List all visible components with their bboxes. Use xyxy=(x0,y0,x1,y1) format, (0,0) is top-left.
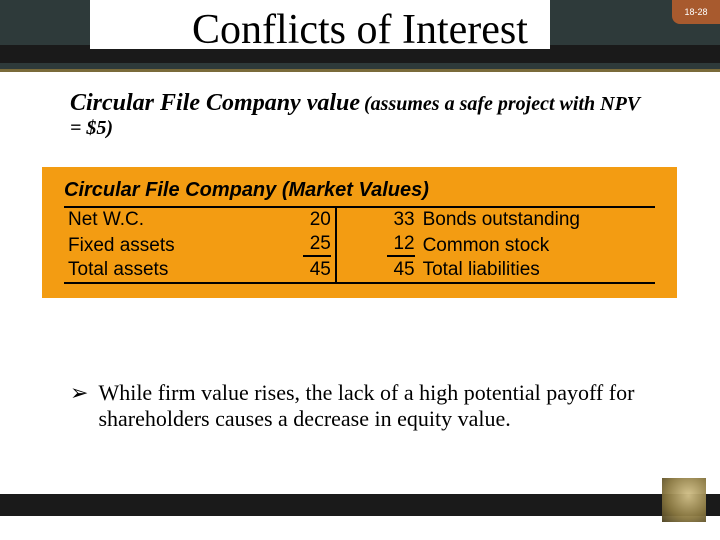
balance-sheet-table: Net W.C. 20 33 Bonds outstanding Fixed a… xyxy=(64,206,655,284)
arrow-bullet-icon: ➢ xyxy=(70,380,88,432)
page-number-badge: 18-28 xyxy=(672,0,720,24)
slide-title: Conflicts of Interest xyxy=(0,6,720,54)
cell-right-label: Total liabilities xyxy=(419,258,655,283)
cell-right-value: 45 xyxy=(336,258,419,283)
table-row: Net W.C. 20 33 Bonds outstanding xyxy=(64,207,655,232)
cell-left-label: Net W.C. xyxy=(64,207,253,232)
footer-band xyxy=(0,494,720,516)
footer-ornament-icon xyxy=(662,478,706,522)
table-heading: Circular File Company (Market Values) xyxy=(64,179,655,202)
cell-right-value: 33 xyxy=(336,207,419,232)
page-number-text: 18-28 xyxy=(684,7,707,17)
table-row: Total assets 45 45 Total liabilities xyxy=(64,258,655,283)
bullet-item: ➢ While firm value rises, the lack of a … xyxy=(70,380,660,432)
cell-left-value: 45 xyxy=(253,258,336,283)
cell-right-value: 12 xyxy=(387,233,415,257)
cell-left-value: 20 xyxy=(253,207,336,232)
table-row: Fixed assets 25 12 Common stock xyxy=(64,232,655,258)
subtitle: Circular File Company value (assumes a s… xyxy=(70,90,650,140)
bullet-text: While firm value rises, the lack of a hi… xyxy=(98,380,660,432)
cell-left-value: 25 xyxy=(303,233,331,257)
cell-right-label: Bonds outstanding xyxy=(419,207,655,232)
cell-left-label: Total assets xyxy=(64,258,253,283)
cell-left-label: Fixed assets xyxy=(64,232,253,258)
subtitle-lead: Circular File Company value xyxy=(70,90,360,116)
balance-sheet-panel: Circular File Company (Market Values) Ne… xyxy=(42,167,677,298)
cell-right-label: Common stock xyxy=(419,232,655,258)
